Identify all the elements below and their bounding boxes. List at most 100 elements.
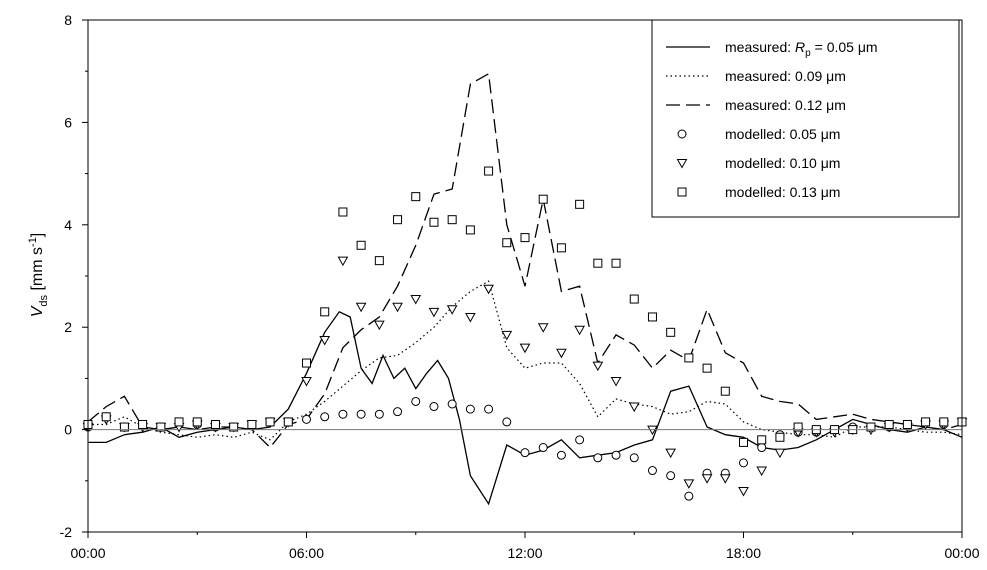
data-point-triangle <box>556 348 567 359</box>
data-point-triangle <box>756 466 768 477</box>
data-point-square <box>538 194 548 204</box>
data-point-square <box>101 412 111 422</box>
data-point-triangle <box>392 302 403 313</box>
data-point-circle <box>538 443 548 453</box>
series-line-dotted <box>88 280 963 441</box>
data-point-triangle <box>665 448 677 459</box>
data-point-circle <box>374 409 384 419</box>
data-point-triangle <box>683 479 695 489</box>
x-tick-label: 00:00 <box>70 545 105 561</box>
data-point-triangle <box>537 323 549 333</box>
data-point-circle <box>629 453 639 463</box>
data-point-square <box>720 386 730 396</box>
data-point-square <box>939 417 949 427</box>
data-point-square <box>393 215 403 225</box>
data-point-square <box>192 417 202 427</box>
data-point-triangle <box>501 330 513 341</box>
data-point-triangle <box>428 307 440 318</box>
series-line-solid <box>88 310 963 506</box>
x-tick-label: 12:00 <box>507 545 542 561</box>
data-point-circle <box>556 450 566 460</box>
legend-label: modelled: 0.10 μm <box>725 155 840 171</box>
y-axis-label: Vds [mm s-1] <box>27 233 50 318</box>
data-point-square <box>666 327 676 337</box>
data-point-triangle <box>738 487 749 497</box>
legend-label-part: measured: <box>725 39 795 55</box>
data-point-triangle <box>410 295 422 305</box>
data-point-triangle <box>610 376 622 387</box>
data-point-triangle <box>465 312 476 323</box>
data-point-square <box>411 192 421 202</box>
legend-label-part: modelled: 0.10 μm <box>725 155 840 171</box>
data-point-square <box>593 258 603 268</box>
data-point-triangle <box>319 336 331 346</box>
data-point-square <box>247 419 257 429</box>
data-point-circle <box>302 414 311 424</box>
data-point-square <box>629 294 639 304</box>
y-tick-label: 2 <box>64 319 72 335</box>
y-axis-label-var: V <box>29 305 46 317</box>
data-point-triangle <box>701 474 713 484</box>
legend-label-part: = 0.05 μm <box>811 39 878 55</box>
y-axis-label-close: ] <box>29 233 46 237</box>
data-point-triangle <box>592 361 604 372</box>
data-point-circle <box>320 412 330 422</box>
data-point-triangle <box>373 320 385 331</box>
data-point-circle <box>684 491 694 501</box>
x-tick-label: 18:00 <box>726 545 761 561</box>
data-point-triangle <box>301 376 312 387</box>
data-point-circle <box>447 399 457 409</box>
data-point-square <box>902 419 912 429</box>
data-point-square <box>356 240 366 250</box>
legend-label-part: modelled: 0.05 μm <box>725 126 840 142</box>
data-point-circle <box>429 402 439 412</box>
y-tick-label: 4 <box>64 217 72 233</box>
data-point-square <box>866 422 876 432</box>
data-point-square <box>374 256 384 266</box>
data-point-square <box>702 363 712 373</box>
data-point-triangle <box>774 448 786 459</box>
data-point-circle <box>593 453 603 463</box>
data-point-square <box>757 435 767 445</box>
data-point-square <box>429 217 439 227</box>
x-tick-label: 06:00 <box>289 545 324 561</box>
data-point-square <box>611 258 621 268</box>
legend-label: modelled: 0.05 μm <box>725 126 840 142</box>
data-point-triangle <box>719 474 731 484</box>
data-point-square <box>302 358 311 368</box>
data-point-square <box>320 307 330 317</box>
data-point-square <box>484 166 494 176</box>
data-point-square <box>775 432 785 442</box>
data-point-square <box>739 437 748 447</box>
legend-label-part: measured: 0.09 μm <box>725 68 846 84</box>
data-point-square <box>647 312 657 322</box>
legend-label-part: R <box>795 39 805 55</box>
legend-label-part: modelled: 0.13 μm <box>725 184 840 200</box>
data-point-triangle <box>519 343 531 354</box>
data-point-circle <box>484 404 494 414</box>
y-axis-label-unit: [mm s <box>29 247 46 295</box>
data-point-square <box>283 417 293 427</box>
y-tick-label: -2 <box>60 524 73 540</box>
y-tick-label: 8 <box>64 12 72 28</box>
data-point-square <box>229 422 239 432</box>
data-point-square <box>921 417 931 427</box>
legend-label: modelled: 0.13 μm <box>725 184 840 200</box>
data-point-square <box>520 233 530 243</box>
data-point-square <box>884 419 894 429</box>
data-point-circle <box>647 466 657 476</box>
legend-label: measured: 0.09 μm <box>725 68 846 84</box>
data-point-square <box>556 243 566 253</box>
series-layer <box>82 72 968 506</box>
data-point-square <box>210 419 220 429</box>
data-point-circle <box>502 417 512 427</box>
data-point-square <box>575 199 585 209</box>
y-axis-label-sub: ds <box>38 294 50 306</box>
data-point-square <box>174 417 184 427</box>
data-point-square <box>156 422 166 432</box>
data-point-triangle <box>483 284 494 295</box>
data-point-circle <box>575 435 585 445</box>
legend-marker-circle <box>677 129 687 139</box>
legend: measured: Rp = 0.05 μm measured: 0.09 μm m… <box>651 19 960 218</box>
